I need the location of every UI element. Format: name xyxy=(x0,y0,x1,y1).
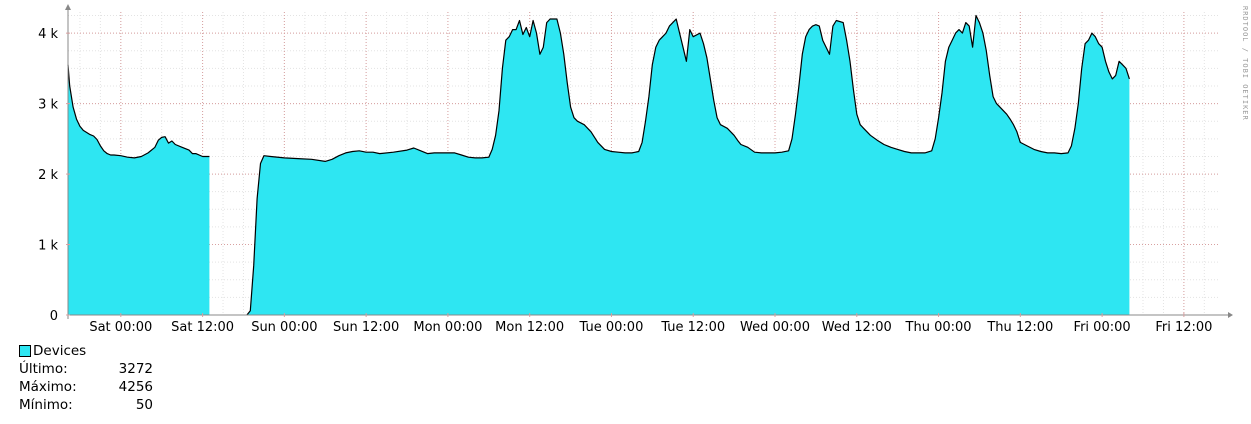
stat-row-max: Máximo: 4256 xyxy=(19,378,153,396)
legend-series-name: Devices xyxy=(33,343,87,359)
y-tick-label: 4 k xyxy=(38,27,58,42)
area-outline-segment-0 xyxy=(67,64,210,159)
rrdtool-watermark: RRDTOOL / TOBI OETIKER xyxy=(1241,6,1249,121)
tick-labels: Sat 00:00 Sat 12:00 Sun 00:00 Sun 12:00 Mon … xyxy=(38,27,1212,335)
stat-label-min: Mínimo: xyxy=(19,397,73,413)
area-outline-segment-1 xyxy=(246,14,1130,316)
series-area-devices xyxy=(67,14,1130,316)
axes xyxy=(65,4,1233,319)
stat-label-max: Máximo: xyxy=(19,379,77,395)
legend-entry-devices: Devices xyxy=(19,342,153,360)
x-tick-label: Sat 12:00 xyxy=(171,320,234,335)
stat-row-min: Mínimo: 50 xyxy=(19,396,153,414)
x-tick-label: Wed 12:00 xyxy=(822,320,892,335)
x-tick-label: Wed 00:00 xyxy=(740,320,810,335)
legend: Devices Último: 3272 Máximo: 4256 Mínimo… xyxy=(19,342,153,414)
y-axis-arrow xyxy=(65,4,71,10)
y-tick-label: 3 k xyxy=(38,98,58,113)
stat-row-last: Último: 3272 xyxy=(19,360,153,378)
x-tick-label: Sat 00:00 xyxy=(89,320,152,335)
x-tick-label: Tue 12:00 xyxy=(660,320,725,335)
x-tick-label: Fri 00:00 xyxy=(1074,320,1131,335)
legend-swatch-devices xyxy=(19,345,31,357)
stat-value-max: 4256 xyxy=(118,379,153,395)
x-tick-label: Thu 00:00 xyxy=(905,320,972,335)
x-tick-label: Sun 12:00 xyxy=(333,320,399,335)
x-tick-label: Fri 12:00 xyxy=(1155,320,1212,335)
x-tick-label: Tue 00:00 xyxy=(579,320,644,335)
y-tick-label: 1 k xyxy=(38,239,58,254)
area-fill-segment-1 xyxy=(246,15,1130,315)
x-tick-label: Thu 12:00 xyxy=(986,320,1053,335)
y-tick-label: 2 k xyxy=(38,168,58,183)
area-fill-segment-0 xyxy=(68,64,210,315)
x-tick-label: Mon 00:00 xyxy=(413,320,482,335)
stat-value-last: 3272 xyxy=(118,361,153,377)
y-tick-label: 0 xyxy=(50,309,58,324)
stat-label-last: Último: xyxy=(19,361,68,377)
x-tick-label: Sun 00:00 xyxy=(251,320,317,335)
x-tick-label: Mon 12:00 xyxy=(495,320,564,335)
stat-value-min: 50 xyxy=(135,397,153,413)
x-axis-arrow xyxy=(1228,312,1233,318)
